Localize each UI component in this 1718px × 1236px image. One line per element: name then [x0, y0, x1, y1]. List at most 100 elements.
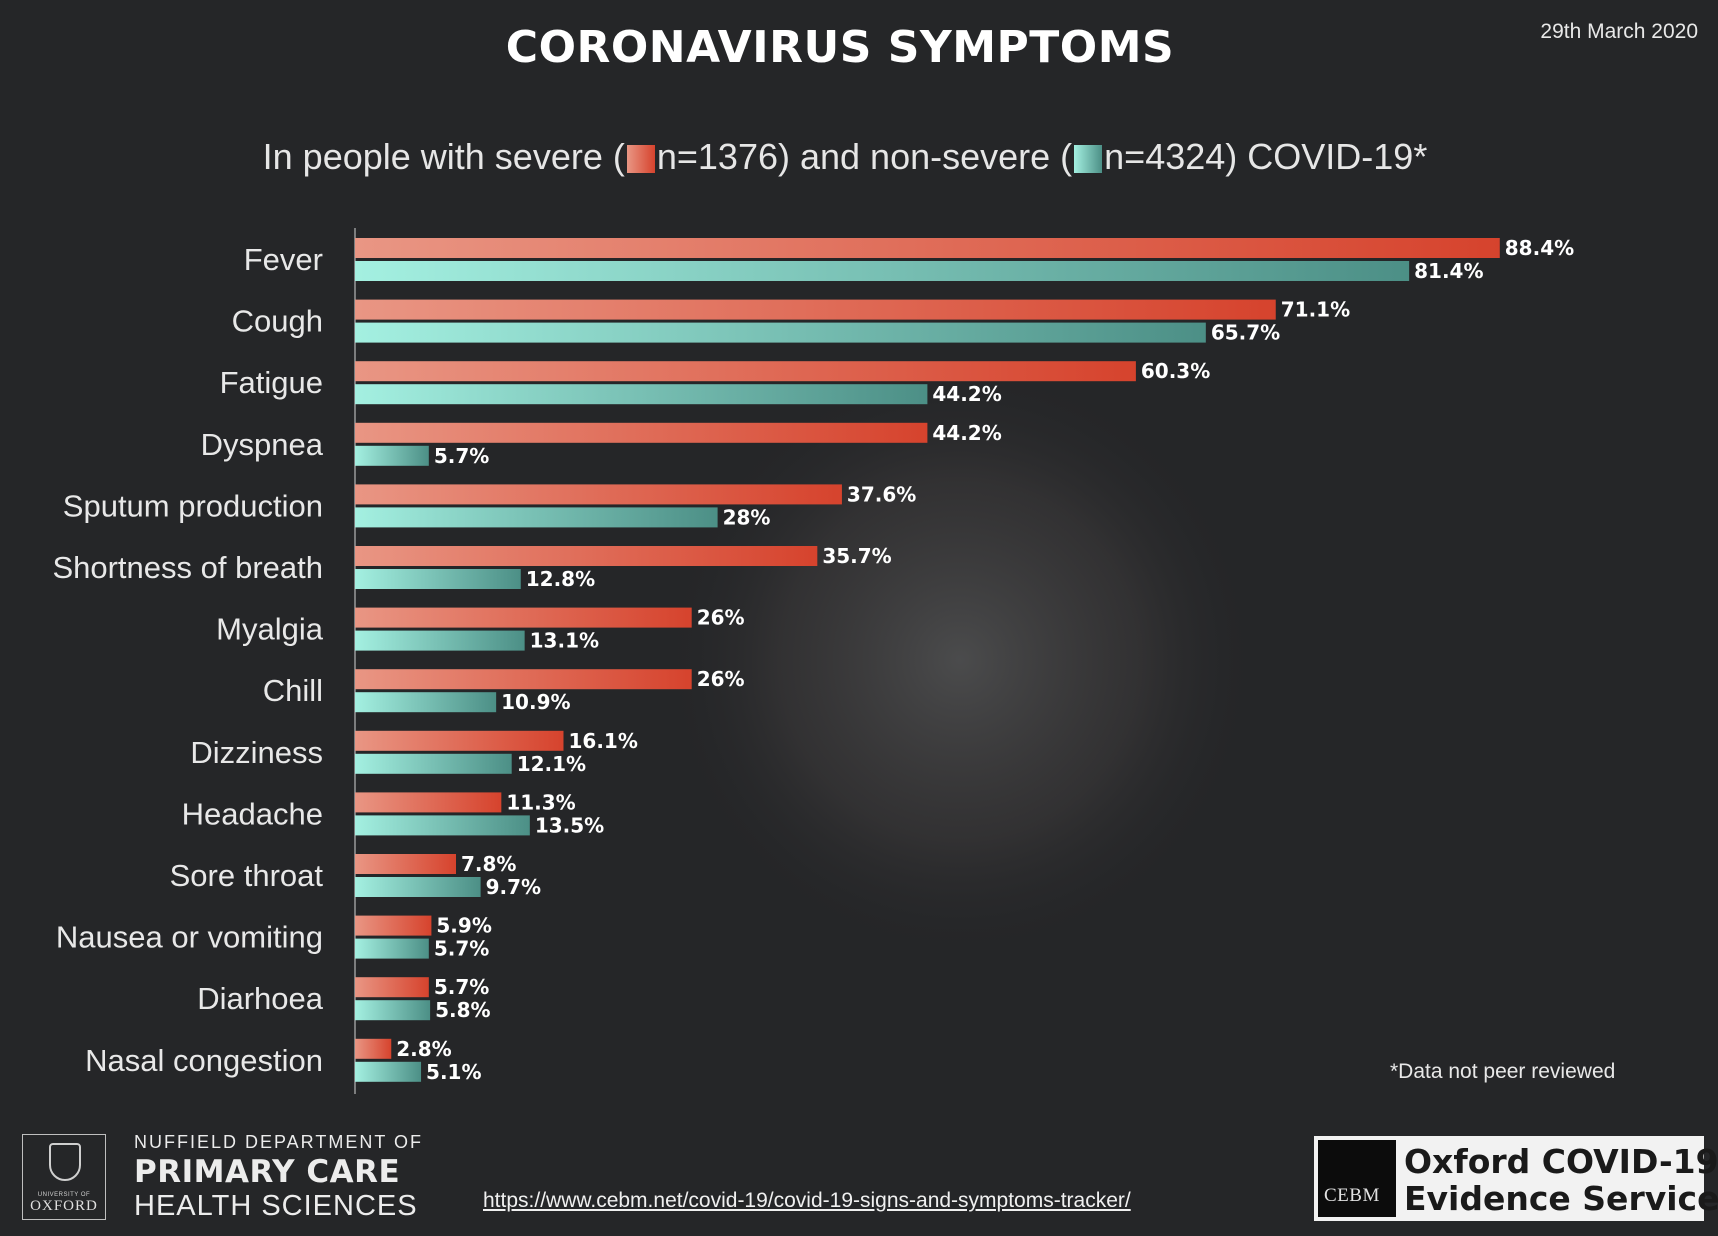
severe-bar: [355, 1038, 392, 1059]
category-label: Sore throat: [170, 858, 324, 893]
nonsevere-bar: [355, 938, 429, 959]
severe-value-label: 71.1%: [1281, 298, 1350, 322]
nonsevere-bar: [355, 1061, 422, 1082]
category-label: Nasal congestion: [85, 1043, 323, 1078]
severe-value-label: 44.2%: [932, 421, 1001, 445]
nonsevere-value-label: 28%: [723, 505, 771, 529]
nonsevere-bar: [355, 815, 530, 836]
severe-value-label: 37.6%: [847, 482, 916, 506]
nonsevere-value-label: 5.7%: [434, 937, 489, 961]
severe-bar: [355, 792, 502, 813]
severe-bar: [355, 607, 692, 628]
nonsevere-bar: [355, 692, 497, 713]
subtitle-suffix: ) COVID-19*: [1225, 136, 1428, 177]
nonsevere-value-label: 9.7%: [486, 875, 541, 899]
virus-background-image: [660, 360, 1260, 960]
severe-bar: [355, 854, 457, 874]
severe-bar: [355, 361, 1136, 382]
nonsevere-bar: [355, 630, 525, 651]
severe-bar: [355, 422, 928, 443]
severe-bar: [355, 546, 818, 566]
nonsevere-value-label: 5.1%: [426, 1060, 481, 1084]
footnote: *Data not peer reviewed: [1390, 1060, 1616, 1083]
cebm-line-1: Oxford COVID-19: [1404, 1142, 1718, 1181]
severe-bar: [355, 977, 429, 998]
category-label: Fatigue: [220, 365, 323, 400]
category-label: Chill: [263, 673, 323, 708]
virus-body: [660, 360, 1260, 960]
nonsevere-value-label: 10.9%: [501, 690, 570, 714]
cebm-line-2: Evidence Service: [1404, 1179, 1718, 1218]
severe-legend-label: n=1376: [656, 136, 778, 177]
severe-value-label: 11.3%: [506, 790, 575, 814]
category-label: Fever: [244, 242, 323, 277]
cebm-badge-text: CEBM: [1324, 1185, 1380, 1206]
date-label: 29th March 2020: [1540, 20, 1698, 43]
category-label: Headache: [182, 796, 323, 831]
severe-value-label: 2.8%: [396, 1037, 451, 1061]
nonsevere-bar: [355, 1000, 431, 1021]
nonsevere-value-label: 12.1%: [517, 752, 586, 776]
cebm-badge: CEBM: [1318, 1140, 1396, 1217]
category-label: Diarhoea: [197, 981, 324, 1016]
dept-line-1: NUFFIELD DEPARTMENT OF: [134, 1132, 424, 1152]
nonsevere-legend-swatch: [1074, 145, 1103, 173]
category-label: Dyspnea: [201, 427, 324, 462]
severe-value-label: 26%: [697, 667, 745, 691]
crest-bottom-text: OXFORD: [30, 1198, 98, 1214]
dept-line-3: HEALTH SCIENCES: [134, 1190, 418, 1222]
category-label: Shortness of breath: [52, 550, 323, 585]
nonsevere-bar: [355, 261, 1410, 281]
nonsevere-value-label: 12.8%: [526, 567, 595, 591]
shield-icon: [49, 1143, 81, 1181]
nonsevere-bar: [355, 445, 429, 466]
cebm-logo: CEBM Oxford COVID-19 Evidence Service: [1314, 1136, 1718, 1221]
severe-bar: [355, 238, 1500, 258]
severe-bar: [355, 915, 432, 936]
subtitle-middle: ) and non-severe (: [778, 136, 1073, 177]
category-label: Dizziness: [190, 735, 323, 770]
nonsevere-legend-label: n=4324: [1104, 136, 1226, 177]
source-link[interactable]: https://www.cebm.net/covid-19/covid-19-s…: [483, 1189, 1131, 1212]
chart-subtitle: In people with severe ( n=1376) and non-s…: [0, 136, 1690, 178]
severe-value-label: 60.3%: [1141, 359, 1210, 383]
nonsevere-bar: [355, 507, 718, 528]
nonsevere-bar: [355, 384, 928, 405]
nonsevere-bar: [355, 569, 521, 589]
severe-bar: [355, 299, 1276, 320]
severe-value-label: 26%: [697, 606, 745, 630]
subtitle-prefix: In people with severe (: [262, 136, 625, 177]
severe-value-label: 35.7%: [822, 544, 891, 568]
category-label: Sputum production: [63, 488, 323, 523]
nonsevere-value-label: 5.8%: [435, 998, 490, 1022]
dept-line-2: PRIMARY CARE: [134, 1154, 401, 1190]
severe-value-label: 5.9%: [436, 914, 491, 938]
severe-value-label: 88.4%: [1505, 236, 1574, 260]
nonsevere-value-label: 13.1%: [530, 629, 599, 653]
severe-bar: [355, 730, 564, 751]
chart-title: CORONAVIRUS SYMPTOMS: [505, 22, 1175, 73]
category-label: Nausea or vomiting: [56, 920, 323, 955]
category-label: Cough: [232, 304, 323, 339]
nonsevere-value-label: 81.4%: [1414, 259, 1483, 283]
nonsevere-value-label: 44.2%: [932, 382, 1001, 406]
category-label: Myalgia: [216, 612, 324, 647]
nonsevere-value-label: 65.7%: [1211, 321, 1280, 345]
severe-value-label: 5.7%: [434, 975, 489, 999]
nonsevere-value-label: 5.7%: [434, 444, 489, 468]
nonsevere-bar: [355, 753, 512, 774]
severe-value-label: 7.8%: [461, 852, 516, 876]
nonsevere-bar: [355, 877, 481, 897]
severe-bar: [355, 669, 692, 690]
severe-value-label: 16.1%: [568, 729, 637, 753]
chart-marks: Fever 88.4% 81.4% Cough 71.1%65.7% Fatigue 60.…: [52, 236, 1574, 1084]
severe-legend-swatch: [626, 145, 655, 173]
department-logo: NUFFIELD DEPARTMENT OF PRIMARY CARE HEAL…: [134, 1133, 423, 1221]
nonsevere-value-label: 13.5%: [535, 813, 604, 837]
crest-top-text: UNIVERSITY OF: [37, 1192, 91, 1198]
severe-bar: [355, 484, 842, 505]
nonsevere-bar: [355, 322, 1206, 343]
oxford-crest-logo: UNIVERSITY OF OXFORD: [22, 1134, 106, 1220]
